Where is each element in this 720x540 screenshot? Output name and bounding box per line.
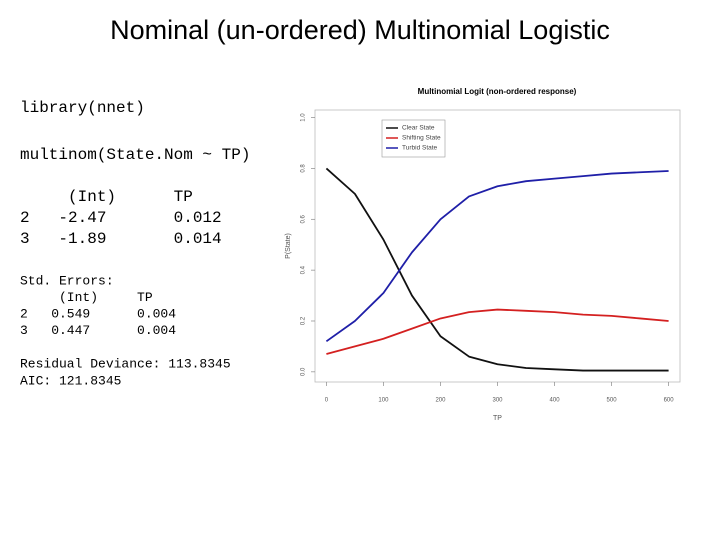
y-tick-label: 0.8 <box>301 164 307 173</box>
code-line: library(nnet) <box>20 99 145 117</box>
x-tick-label: 400 <box>550 398 561 404</box>
output-line: (Int) TP <box>20 188 193 206</box>
y-tick-label: 0.2 <box>301 316 307 325</box>
x-tick-label: 200 <box>435 398 446 404</box>
legend-label: Turbid State <box>402 145 438 152</box>
y-tick-label: 0.6 <box>301 214 307 223</box>
x-tick-label: 0 <box>325 398 329 404</box>
output-line: 2 -2.47 0.012 <box>20 209 222 227</box>
legend-label: Shifting State <box>402 135 441 142</box>
x-tick-label: 300 <box>492 398 503 404</box>
series-line <box>325 167 669 372</box>
output-line: Residual Deviance: 113.8345 <box>20 356 231 371</box>
series-line <box>325 170 669 343</box>
y-axis-label: P(State) <box>285 233 292 259</box>
output-line: (Int) TP <box>20 290 153 305</box>
slide-title: Nominal (un-ordered) Multinomial Logisti… <box>110 15 610 45</box>
output-line: Std. Errors: <box>20 273 114 288</box>
y-tick-label: 0.0 <box>301 367 307 376</box>
y-tick-label: 0.4 <box>301 265 307 274</box>
y-tick-label: 1.0 <box>301 113 307 122</box>
x-tick-label: 100 <box>378 398 389 404</box>
plot-frame <box>314 109 681 383</box>
output-line: AIC: 121.8345 <box>20 373 121 388</box>
legend-label: Clear State <box>402 125 435 132</box>
code-line: multinom(State.Nom ~ TP) <box>20 146 250 164</box>
output-line: 3 0.447 0.004 <box>20 323 176 338</box>
x-tick-label: 500 <box>607 398 618 404</box>
chart-title: Multinomial Logit (non-ordered response) <box>418 87 577 96</box>
output-line: 3 -1.89 0.014 <box>20 230 222 248</box>
series-line <box>326 308 669 355</box>
x-axis-label: TP <box>493 415 502 422</box>
output-line: 2 0.549 0.004 <box>20 306 176 321</box>
x-tick-label: 600 <box>664 398 675 404</box>
